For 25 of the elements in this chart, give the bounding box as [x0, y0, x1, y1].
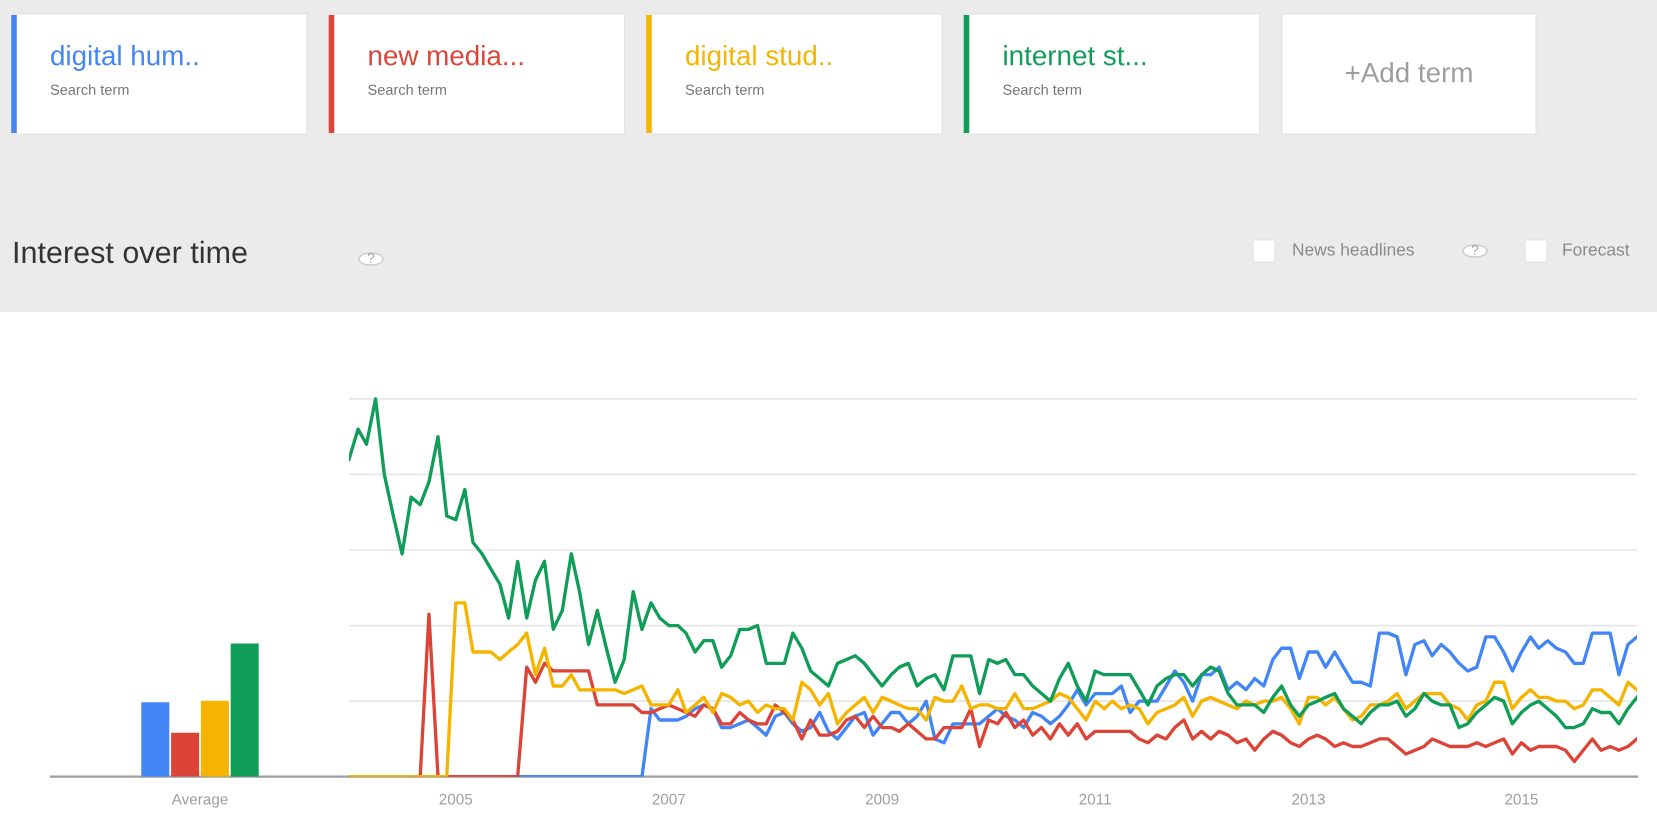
- text: Forecast: [1563, 243, 1630, 256]
- x-tick-label: 2013: [1292, 793, 1325, 805]
- text: new media...: [369, 45, 523, 66]
- text: News headlines: [1293, 242, 1414, 256]
- x-tick-label: 2005: [439, 793, 473, 805]
- text: internet st...: [1004, 45, 1146, 66]
- text: ?: [1471, 244, 1479, 255]
- text: Search term: [368, 84, 446, 95]
- x-tick-label: 2009: [865, 793, 899, 805]
- text: Search term: [50, 84, 129, 95]
- x-tick-label: 2015: [1505, 793, 1538, 805]
- bar: [141, 702, 170, 777]
- text: +Add term: [1345, 62, 1472, 83]
- bar: [171, 732, 200, 777]
- chart-title: Interest over time: [14, 240, 247, 264]
- bar: [230, 643, 259, 777]
- text: digital hum..: [51, 45, 198, 71]
- text: digital stud..: [686, 45, 831, 71]
- text: Search term: [685, 84, 764, 95]
- bar: [200, 700, 229, 777]
- x-tick-label: 2011: [1079, 793, 1111, 805]
- x-tick-label: 2007: [652, 793, 686, 805]
- x-tick-label: Average: [171, 793, 228, 808]
- text: Search term: [1003, 84, 1081, 95]
- text: ?: [367, 252, 375, 263]
